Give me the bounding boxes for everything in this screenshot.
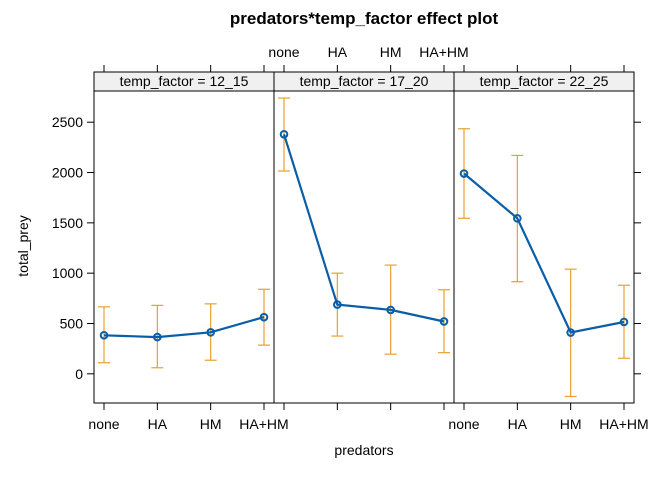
y-tick-label: 1500 xyxy=(52,215,83,231)
x-tick-label: HA+HM xyxy=(419,44,468,60)
x-tick-label: HA xyxy=(148,416,168,432)
x-axis-label: predators xyxy=(334,442,393,458)
x-tick-label: none xyxy=(88,416,119,432)
series-line xyxy=(282,133,445,323)
panel-3: temp_factor = 22_25 xyxy=(453,71,635,404)
x-tick-label: HA+HM xyxy=(599,416,648,432)
data-point xyxy=(386,305,395,315)
strip-background xyxy=(274,72,454,91)
panels: temp_factor = 12_15 temp_factor = 17_20 te… xyxy=(93,71,635,404)
panel-border xyxy=(93,90,275,404)
x-tick-label: HM xyxy=(200,416,222,432)
x-tick-label: HA xyxy=(328,44,348,60)
strip-background xyxy=(454,72,634,91)
chart-title: predators*temp_factor effect plot xyxy=(230,9,499,28)
panel-border xyxy=(453,90,635,404)
panel-1: temp_factor = 12_15 xyxy=(93,71,275,404)
strip-label: temp_factor = 17_20 xyxy=(300,73,429,89)
error-bar xyxy=(98,306,110,364)
data-point xyxy=(439,317,449,326)
y-tick-label: 2000 xyxy=(52,165,83,181)
x-tick-label: none xyxy=(268,44,299,60)
y-axis-label: total_prey xyxy=(15,215,31,276)
data-point xyxy=(513,214,522,223)
panel-border xyxy=(273,90,455,404)
strip-label: temp_factor = 12_15 xyxy=(120,73,249,89)
x-tick-label: HM xyxy=(380,44,402,60)
x-tick-label: none xyxy=(448,416,479,432)
y-tick-label: 0 xyxy=(75,366,83,382)
series-line xyxy=(103,316,265,339)
x-tick-label: HA xyxy=(508,416,528,432)
y-tick-label: 1000 xyxy=(52,265,83,281)
x-tick-label: HM xyxy=(560,416,582,432)
data-point xyxy=(206,328,215,337)
axes: none HA HM HA+HM none HA HM HA+HM none HA HM HA+HM 0… xyxy=(52,44,649,432)
y-tick-label: 500 xyxy=(60,315,84,331)
data-point xyxy=(259,312,269,322)
data-point xyxy=(459,169,469,178)
data-point xyxy=(619,317,629,327)
x-tick-label: HA+HM xyxy=(239,416,288,432)
data-point xyxy=(99,330,109,340)
data-point xyxy=(333,300,342,309)
data-point xyxy=(279,129,289,139)
strip-label: temp_factor = 22_25 xyxy=(480,73,609,89)
data-point xyxy=(566,328,575,337)
y-tick-label: 2500 xyxy=(52,114,83,130)
error-bar xyxy=(618,284,630,359)
series-line xyxy=(463,172,625,334)
panel-2: temp_factor = 17_20 xyxy=(273,71,455,404)
data-point xyxy=(153,332,162,342)
strip-background xyxy=(94,72,274,91)
